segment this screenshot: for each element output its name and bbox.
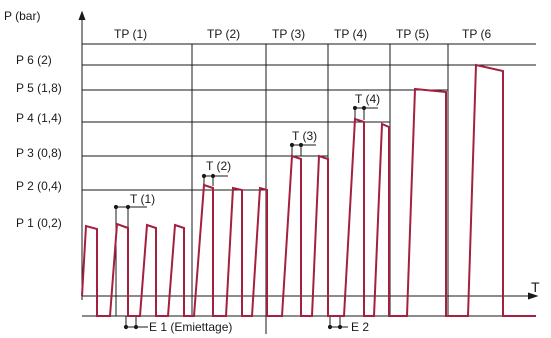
y-axis-label: P (bar) <box>4 9 40 23</box>
pressure-label-p5: P 5 (1,8) <box>16 81 62 95</box>
axes <box>79 12 537 316</box>
phase-label-tp6: TP (6 <box>462 27 491 41</box>
y-axis-arrow <box>79 12 85 20</box>
emptying-marker-e2: E 2 <box>351 320 369 334</box>
time-marker-brackets <box>114 106 378 316</box>
x-axis-label: T <box>531 279 540 295</box>
phase-label-tp1: TP (1) <box>114 27 147 41</box>
phase-label-tp3: TP (3) <box>272 27 305 41</box>
emptying-marker-e1: E 1 (Emiettage) <box>149 320 232 334</box>
pressure-level-lines <box>82 65 536 190</box>
pressure-label-p3: P 3 (0,8) <box>16 146 62 160</box>
pressure-label-p6: P 6 (2) <box>16 53 52 67</box>
pressure-label-p1: P 1 (0,2) <box>16 216 62 230</box>
pressure-label-p2: P 2 (0,4) <box>16 179 62 193</box>
time-marker-t2: T (2) <box>206 159 231 173</box>
time-marker-t3: T (3) <box>292 129 317 143</box>
time-marker-t4: T (4) <box>355 92 380 106</box>
time-marker-t1: T (1) <box>130 192 155 206</box>
phase-label-tp5: TP (5) <box>396 27 429 41</box>
phase-label-tp2: TP (2) <box>207 27 240 41</box>
pressure-label-p4: P 4 (1,4) <box>16 111 62 125</box>
phase-label-tp4: TP (4) <box>334 27 367 41</box>
